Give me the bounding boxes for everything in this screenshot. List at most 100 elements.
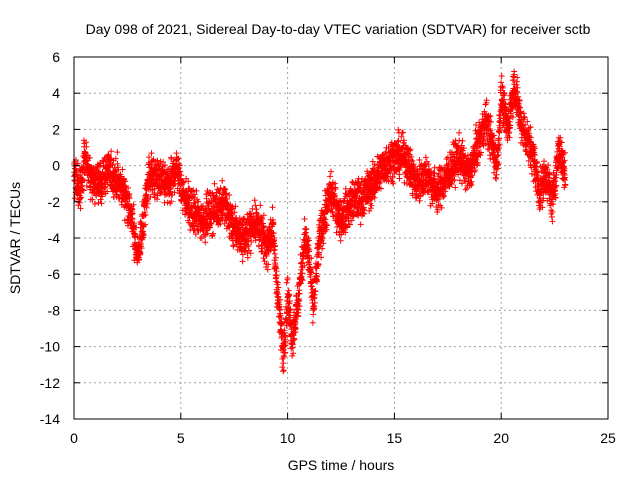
data-point: [496, 141, 503, 148]
data-point: [371, 194, 378, 201]
data-point: [451, 140, 458, 147]
data-point: [230, 242, 237, 249]
data-point: [114, 149, 121, 156]
data-point: [80, 187, 87, 194]
data-point: [122, 178, 129, 185]
data-points: [71, 68, 569, 375]
data-point: [459, 147, 466, 154]
data-point: [239, 251, 246, 258]
data-point: [144, 200, 151, 207]
data-point: [190, 214, 197, 221]
data-point: [553, 182, 560, 189]
data-point: [556, 143, 563, 150]
data-point: [260, 255, 267, 262]
data-point: [277, 296, 284, 303]
data-point: [277, 312, 284, 319]
data-point: [487, 119, 494, 126]
data-point: [368, 202, 375, 209]
data-point: [498, 79, 505, 86]
data-point: [218, 207, 225, 214]
data-point: [199, 202, 206, 209]
data-point: [234, 239, 241, 246]
data-point: [301, 262, 308, 269]
data-point: [401, 179, 408, 186]
data-point: [307, 273, 314, 280]
data-point: [272, 243, 279, 250]
data-point: [534, 169, 541, 176]
data-point: [221, 220, 228, 227]
data-point: [315, 261, 322, 268]
data-point: [280, 367, 287, 374]
data-point: [511, 71, 518, 78]
x-tick-label: 15: [387, 430, 403, 446]
data-point: [211, 180, 218, 187]
data-point: [510, 77, 517, 84]
data-point: [109, 161, 116, 168]
data-point: [327, 173, 334, 180]
data-point: [129, 210, 136, 217]
data-point: [441, 192, 448, 199]
data-point: [190, 187, 197, 194]
data-point: [222, 186, 229, 193]
data-point: [312, 288, 319, 295]
data-point: [142, 211, 149, 218]
data-point: [417, 193, 424, 200]
data-point: [77, 205, 84, 212]
data-point: [436, 195, 443, 202]
axis-ticks: [73, 56, 609, 420]
data-point: [140, 231, 147, 238]
data-point: [468, 178, 475, 185]
data-point: [252, 237, 259, 244]
data-point: [270, 219, 277, 226]
data-point: [315, 249, 322, 256]
data-point: [171, 189, 178, 196]
data-point: [524, 118, 531, 125]
data-point: [79, 176, 86, 183]
data-point: [472, 167, 479, 174]
data-point: [275, 284, 282, 291]
data-point: [497, 117, 504, 124]
data-point: [202, 239, 209, 246]
data-point: [78, 194, 85, 201]
data-point: [545, 162, 552, 169]
data-point: [395, 126, 402, 133]
data-point: [546, 171, 553, 178]
data-point: [73, 168, 80, 175]
data-point: [307, 268, 314, 275]
data-point: [160, 159, 167, 166]
data-point: [141, 209, 148, 216]
data-point: [210, 230, 217, 237]
data-point: [458, 180, 465, 187]
data-point: [333, 229, 340, 236]
x-tick-label: 25: [600, 430, 616, 446]
data-point: [296, 298, 303, 305]
data-point: [129, 216, 136, 223]
data-point: [279, 320, 286, 327]
data-point: [208, 219, 215, 226]
data-point: [509, 114, 516, 121]
data-point: [265, 261, 272, 268]
data-point: [191, 199, 198, 206]
data-point: [499, 84, 506, 91]
data-point: [248, 238, 255, 245]
data-point: [548, 214, 555, 221]
data-point: [175, 155, 182, 162]
data-point: [148, 150, 155, 157]
data-point: [269, 204, 276, 211]
data-point: [521, 113, 528, 120]
data-point: [431, 170, 438, 177]
data-point: [142, 221, 149, 228]
data-point: [192, 231, 199, 238]
data-point: [180, 179, 187, 186]
data-point: [299, 277, 306, 284]
y-tick-labels: -14 -12 -10 -8 -6 -4 -2 0 2 4 6: [40, 49, 60, 427]
data-point: [97, 162, 104, 169]
data-point: [147, 193, 154, 200]
data-point: [299, 270, 306, 277]
data-point: [495, 152, 502, 159]
data-point: [154, 157, 161, 164]
data-point: [264, 266, 271, 273]
data-point: [226, 192, 233, 199]
data-point: [77, 195, 84, 202]
